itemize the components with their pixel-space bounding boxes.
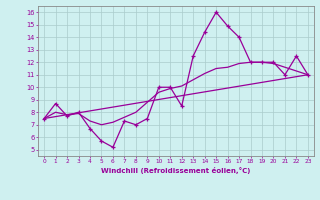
X-axis label: Windchill (Refroidissement éolien,°C): Windchill (Refroidissement éolien,°C) xyxy=(101,167,251,174)
